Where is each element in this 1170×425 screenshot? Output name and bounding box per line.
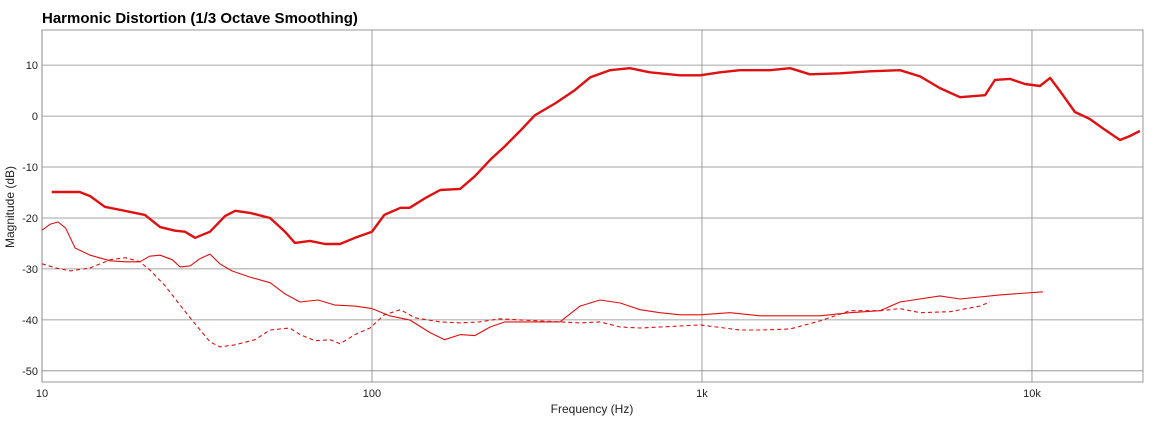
plot-area [41, 29, 1144, 383]
y-tick-label: -30 [22, 264, 38, 276]
y-tick-label: 0 [32, 111, 38, 123]
y-tick-label: -50 [22, 366, 38, 378]
y-tick-label: -20 [22, 213, 38, 225]
y-tick-label: -10 [22, 162, 38, 174]
y-tick-label: -40 [22, 315, 38, 327]
series-line [41, 221, 1043, 341]
series-line [51, 67, 1141, 246]
chart-title: Harmonic Distortion (1/3 Octave Smoothin… [42, 10, 358, 27]
x-tick-label: 10 [36, 388, 48, 400]
x-tick-label: 100 [363, 388, 381, 400]
x-tick-label: 10k [1023, 388, 1041, 400]
series-line [41, 257, 991, 348]
x-axis-label: Frequency (Hz) [551, 402, 634, 416]
x-tick-label: 1k [696, 388, 708, 400]
y-tick-label: 10 [26, 60, 38, 72]
y-axis-label: Magnitude (dB) [3, 166, 17, 248]
